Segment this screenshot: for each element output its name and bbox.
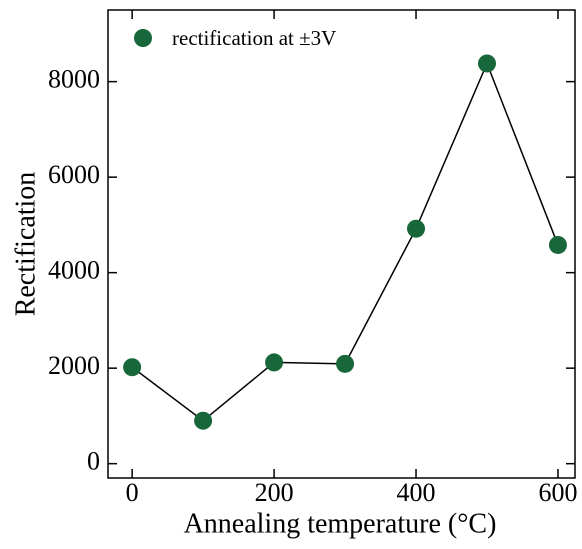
x-axis-title: Annealing temperature (°C) [184,508,497,539]
plot-frame [107,9,576,479]
data-point [194,411,213,430]
y-tick-label: 0 [87,447,100,476]
data-point [336,354,355,373]
y-tick-label: 2000 [48,351,100,380]
data-point [548,235,567,254]
x-tick-label: 600 [538,478,577,507]
x-tick-label: 400 [397,478,436,507]
y-tick-label: 4000 [48,256,100,285]
x-tick-label: 0 [126,478,139,507]
x-tick-label: 200 [255,478,294,507]
y-axis-title: Rectification [10,172,41,317]
legend-label: rectification at ±3V [172,26,336,50]
legend-marker [134,29,152,47]
data-point [477,54,496,73]
data-point [265,353,284,372]
y-tick-label: 8000 [48,65,100,94]
data-point [407,219,426,238]
data-point [123,358,142,377]
y-tick-label: 6000 [48,160,100,189]
